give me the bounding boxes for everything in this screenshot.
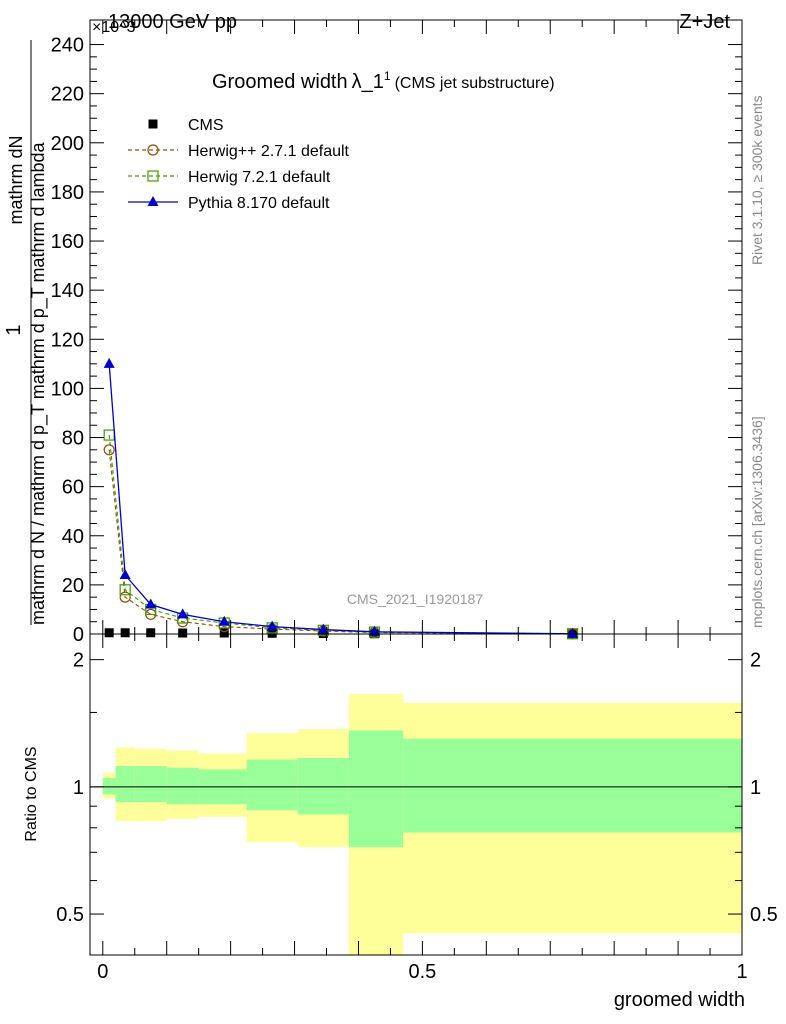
ytick-label-2: 40 [62, 526, 84, 548]
ytick-label-3: 60 [62, 477, 84, 499]
ratio-ytick-label-right-1: 1 [750, 777, 761, 799]
ratio-bands [90, 693, 742, 955]
ratio-ytick-label-right-2: 2 [750, 650, 761, 672]
ratio-stat-band-7 [348, 730, 404, 848]
ratio-stat-band-1 [115, 766, 135, 803]
series-2-point-1 [119, 584, 131, 596]
ytick-label-5: 100 [51, 378, 84, 400]
ratio-ytick-label-1: 1 [73, 777, 84, 799]
legend-marker-2 [147, 170, 159, 182]
ytick-label-10: 200 [51, 133, 84, 155]
chart-title: Groomed width λ_11 (CMS jet substructure) [212, 69, 555, 93]
series-line-2 [108, 435, 573, 635]
series-0-point-1 [120, 628, 130, 638]
series-line-3 [108, 363, 573, 635]
series-1-point-1 [119, 591, 131, 603]
series-3-point-2 [145, 598, 157, 609]
series-3-point-3 [177, 608, 189, 619]
series-0-point-4 [219, 628, 229, 638]
legend: CMS Herwig++ 2.7.1 default Herwig 7.2.1 de… [128, 117, 350, 212]
ratio-stat-band-3 [166, 767, 199, 805]
series-1-point-0 [103, 444, 115, 456]
xtick-label-2: 1 [736, 961, 747, 983]
ytick-label-7: 140 [51, 280, 84, 302]
ratio-stat-band-5 [246, 759, 298, 811]
series-3-point-8 [567, 627, 579, 638]
ytick-label-1: 20 [62, 575, 84, 597]
main-plot-series [103, 357, 579, 640]
legend-label-3: Pythia 8.170 default [188, 195, 330, 212]
ratio-stat-band-2 [134, 766, 167, 803]
ratio-frame [89, 633, 743, 956]
ratio-ytick-label-right-0: 0.5 [750, 904, 778, 926]
exponent-label: ×10^3 [92, 19, 136, 36]
axes: 0 20 40 60 80 100 120 140 160 180 200 220 240 0 0.5 1 0.… [51, 20, 778, 983]
legend-label-1: Herwig++ 2.7.1 default [188, 143, 350, 160]
ytick-label-4: 80 [62, 428, 84, 450]
ratio-ylabel: Ratio to CMS [23, 746, 40, 841]
legend-label-2: Herwig 7.2.1 default [188, 169, 331, 186]
series-3-point-1 [119, 569, 131, 580]
ratio-stat-band-6 [297, 758, 349, 815]
series-3-point-4 [218, 615, 230, 626]
ylabel-one: 1 [3, 324, 25, 335]
energy-label: 13000 GeV pp [108, 11, 237, 33]
xtick-label-0: 0 [97, 961, 108, 983]
xtick-label-1: 0.5 [408, 961, 436, 983]
ytick-label-11: 220 [51, 84, 84, 106]
rivet-label: Rivet 3.1.10, ≥ 300k events [749, 95, 765, 265]
ratio-ytick-label-2: 2 [73, 650, 84, 672]
ytick-label-8: 160 [51, 231, 84, 253]
ratio-stat-band-8 [403, 738, 742, 833]
series-line-1 [108, 449, 573, 635]
series-3-point-5 [266, 620, 278, 631]
legend-marker-0 [148, 119, 158, 129]
ytick-label-0: 0 [73, 624, 84, 646]
ratio-ytick-label-0: 0.5 [56, 904, 84, 926]
process-label: Z+Jet [679, 11, 730, 33]
ylabel-denominator: mathrm d N / mathrm d p_T mathrm d p_T m… [28, 142, 49, 625]
series-0-point-0 [104, 628, 114, 638]
ytick-label-6: 120 [51, 329, 84, 351]
analysis-watermark: CMS_2021_I1920187 [347, 591, 483, 607]
legend-label-0: CMS [188, 117, 224, 134]
series-3-point-7 [368, 625, 380, 636]
main-frame [89, 19, 743, 635]
legend-marker-1 [147, 144, 159, 156]
mcplots-label: mcplots.cern.ch [arXiv:1306.3436] [749, 416, 765, 628]
series-3-point-0 [103, 357, 115, 368]
series-0-point-2 [146, 628, 156, 638]
ytick-label-12: 240 [51, 35, 84, 57]
ytick-label-9: 180 [51, 182, 84, 204]
series-0-point-3 [178, 628, 188, 638]
legend-marker-3 [147, 196, 159, 206]
ratio-stat-band-0 [102, 777, 116, 795]
xlabel: groomed width [614, 989, 745, 1011]
ylabel-numerator: mathrm dN [6, 135, 26, 224]
